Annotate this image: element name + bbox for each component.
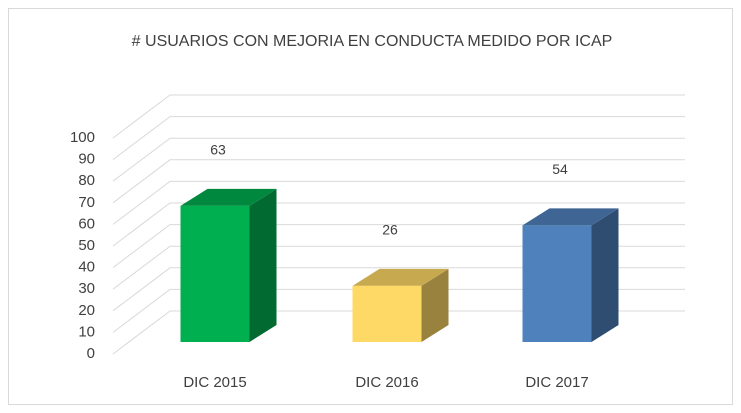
grid-line (112, 116, 685, 160)
x-tick-label: DIC 2016 (355, 374, 418, 391)
x-tick-label: DIC 2017 (525, 374, 588, 391)
y-tick-label: 80 (78, 172, 95, 189)
bar (522, 225, 592, 342)
y-tick-label: 100 (70, 129, 95, 146)
x-tick-label: DIC 2015 (183, 374, 246, 391)
bar-top (180, 188, 277, 206)
grid-line (112, 137, 685, 182)
value-label: 63 (210, 142, 226, 158)
bar-side (591, 208, 619, 342)
y-tick-label: 40 (78, 259, 95, 276)
value-label: 26 (382, 222, 398, 238)
value-label: 54 (552, 161, 568, 177)
grid-line (112, 267, 685, 312)
grid-line (112, 159, 685, 204)
chart-border (8, 8, 733, 405)
chart-title: # USUARIOS CON MEJORIA EN CONDUCTA MEDID… (132, 33, 613, 50)
bar-top (522, 208, 619, 226)
grid-line (112, 245, 685, 290)
y-tick-label: 0 (87, 345, 95, 362)
grid-line (112, 180, 685, 225)
y-tick-label: 90 (78, 151, 95, 168)
bar-side (421, 268, 449, 342)
bar (352, 285, 422, 342)
bar-top (352, 268, 449, 286)
grid-line (112, 224, 685, 268)
grid-line (112, 202, 685, 247)
bar-side (249, 188, 277, 342)
y-tick-label: 10 (78, 323, 95, 340)
y-tick-label: 70 (78, 194, 95, 211)
grid-line (112, 288, 685, 333)
y-tick-label: 30 (78, 280, 95, 297)
y-tick-label: 60 (78, 215, 95, 232)
y-tick-label: 50 (78, 237, 95, 254)
grid-line (112, 94, 685, 139)
y-tick-label: 20 (78, 302, 95, 319)
grid-line (112, 310, 685, 355)
bar (180, 205, 250, 342)
